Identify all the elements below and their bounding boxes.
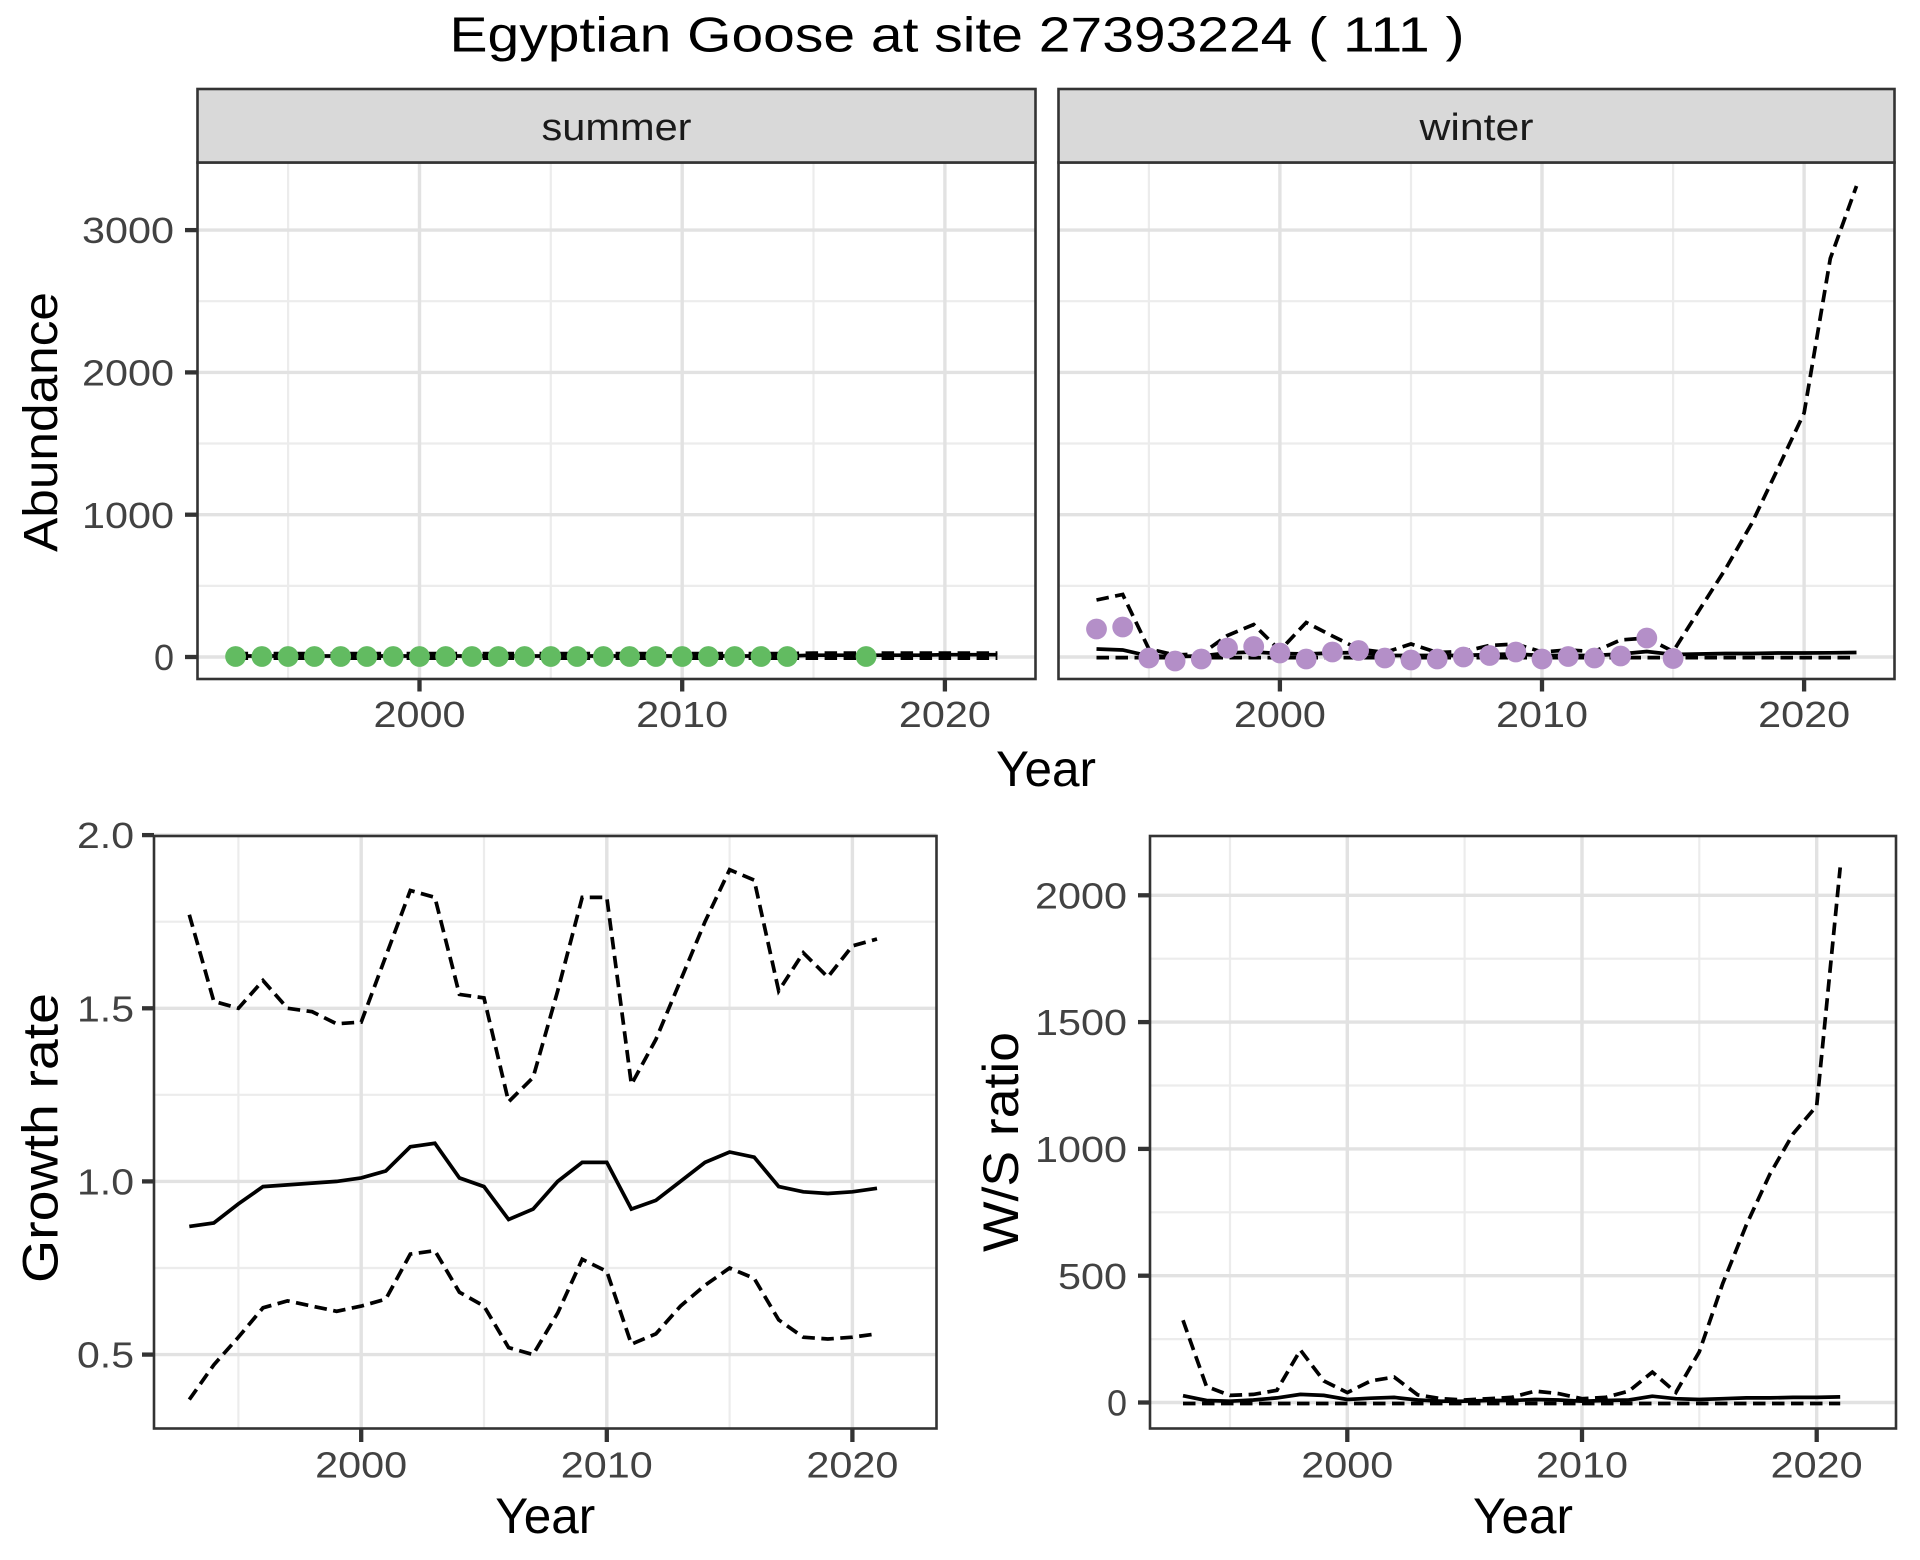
svg-text:3000: 3000 (82, 210, 174, 251)
svg-text:1.0: 1.0 (77, 1162, 134, 1203)
svg-text:2000: 2000 (82, 353, 174, 394)
svg-text:1000: 1000 (82, 495, 174, 536)
svg-text:2010: 2010 (1496, 694, 1588, 735)
svg-text:Abundance: Abundance (15, 292, 68, 552)
svg-text:2010: 2010 (1536, 1445, 1628, 1486)
svg-text:2000: 2000 (315, 1445, 407, 1486)
svg-text:Egyptian Goose at site 2739322: Egyptian Goose at site 27393224 ( 111 ) (450, 9, 1465, 63)
svg-text:2020: 2020 (899, 694, 991, 735)
svg-text:W/S ratio: W/S ratio (973, 1032, 1029, 1252)
svg-text:Year: Year (495, 1488, 595, 1544)
svg-text:0.5: 0.5 (77, 1335, 134, 1376)
svg-text:0: 0 (154, 637, 174, 678)
svg-text:1500: 1500 (1035, 1002, 1127, 1043)
svg-text:2020: 2020 (1771, 1445, 1863, 1486)
svg-text:Growth rate: Growth rate (13, 993, 69, 1283)
svg-text:2000: 2000 (1035, 875, 1127, 916)
svg-text:2000: 2000 (1234, 694, 1326, 735)
svg-text:500: 500 (1058, 1256, 1127, 1297)
svg-text:Year: Year (1473, 1488, 1573, 1544)
svg-text:1000: 1000 (1035, 1129, 1127, 1170)
svg-text:Year: Year (996, 741, 1096, 797)
svg-text:2010: 2010 (636, 694, 728, 735)
svg-text:1.5: 1.5 (77, 988, 134, 1029)
svg-text:2000: 2000 (1301, 1445, 1393, 1486)
svg-text:0: 0 (1107, 1383, 1127, 1424)
svg-text:2020: 2020 (806, 1445, 898, 1486)
svg-text:2.0: 2.0 (77, 815, 134, 856)
svg-text:2000: 2000 (373, 694, 465, 735)
svg-text:2020: 2020 (1758, 694, 1850, 735)
svg-text:summer: summer (542, 107, 692, 149)
svg-text:2010: 2010 (561, 1445, 653, 1486)
svg-text:winter: winter (1418, 107, 1534, 149)
